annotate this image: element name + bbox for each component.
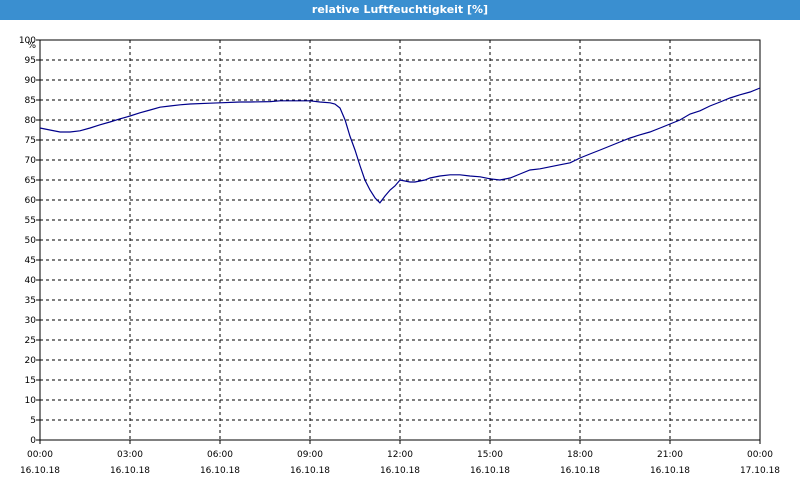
x-tick-time-label: 03:00 xyxy=(117,450,143,460)
y-tick-label: 65 xyxy=(25,176,36,186)
y-axis-unit-label: % xyxy=(27,41,36,51)
y-tick-label: 15 xyxy=(25,376,36,386)
y-tick-label: 75 xyxy=(25,136,36,146)
y-tick-label: 10 xyxy=(25,396,37,406)
x-tick-date-label: 16.10.18 xyxy=(290,466,330,476)
y-tick-label: 25 xyxy=(25,336,36,346)
x-tick-time-label: 00:00 xyxy=(747,450,773,460)
x-tick-date-label: 16.10.18 xyxy=(470,466,510,476)
x-tick-time-label: 12:00 xyxy=(387,450,413,460)
x-tick-time-label: 18:00 xyxy=(567,450,593,460)
y-tick-label: 5 xyxy=(30,416,36,426)
y-tick-label: 85 xyxy=(25,96,36,106)
y-tick-label: 20 xyxy=(25,356,37,366)
y-tick-label: 95 xyxy=(25,56,36,66)
y-tick-label: 55 xyxy=(25,216,36,226)
x-tick-time-label: 21:00 xyxy=(657,450,683,460)
humidity-series-line xyxy=(39,87,761,204)
x-tick-date-label: 17.10.18 xyxy=(740,466,780,476)
y-tick-label: 40 xyxy=(25,276,37,286)
x-tick-time-label: 15:00 xyxy=(477,450,503,460)
y-axis-ticks: 0 5 10 15 20 25 30 35 40 45 50 55 60 65 70 75 80 85 90 95 10… xyxy=(19,36,40,446)
y-tick-label: 45 xyxy=(25,256,36,266)
x-tick-date-label: 16.10.18 xyxy=(200,466,240,476)
x-tick-date-label: 16.10.18 xyxy=(20,466,60,476)
y-tick-label: 100 xyxy=(19,36,36,46)
y-tick-label: 80 xyxy=(25,116,37,126)
x-axis-ticks: 00:00 16.10.18 03:00 16.10.18 06:00 16.10.18 0… xyxy=(20,440,780,476)
y-tick-label: 50 xyxy=(25,236,37,246)
chart-title: relative Luftfeuchtigkeit [%] xyxy=(311,3,489,16)
x-tick-time-label: 00:00 xyxy=(27,450,53,460)
x-tick-date-label: 16.10.18 xyxy=(380,466,420,476)
y-tick-label: 0 xyxy=(30,436,36,446)
y-tick-label: 90 xyxy=(25,76,37,86)
humidity-chart: 0 5 10 15 20 25 30 35 40 45 50 55 60 65 70 75 80 85 90 95 10… xyxy=(19,36,781,476)
y-tick-label: 35 xyxy=(25,296,36,306)
y-tick-label: 70 xyxy=(25,156,37,166)
y-tick-label: 60 xyxy=(25,196,37,206)
x-tick-time-label: 09:00 xyxy=(297,450,323,460)
x-tick-time-label: 06:00 xyxy=(207,450,233,460)
x-tick-date-label: 16.10.18 xyxy=(650,466,690,476)
y-tick-label: 30 xyxy=(25,316,37,326)
grid-lines xyxy=(40,40,760,440)
x-tick-date-label: 16.10.18 xyxy=(110,466,150,476)
chart-title-bar: relative Luftfeuchtigkeit [%] xyxy=(0,0,800,20)
x-tick-date-label: 16.10.18 xyxy=(560,466,600,476)
